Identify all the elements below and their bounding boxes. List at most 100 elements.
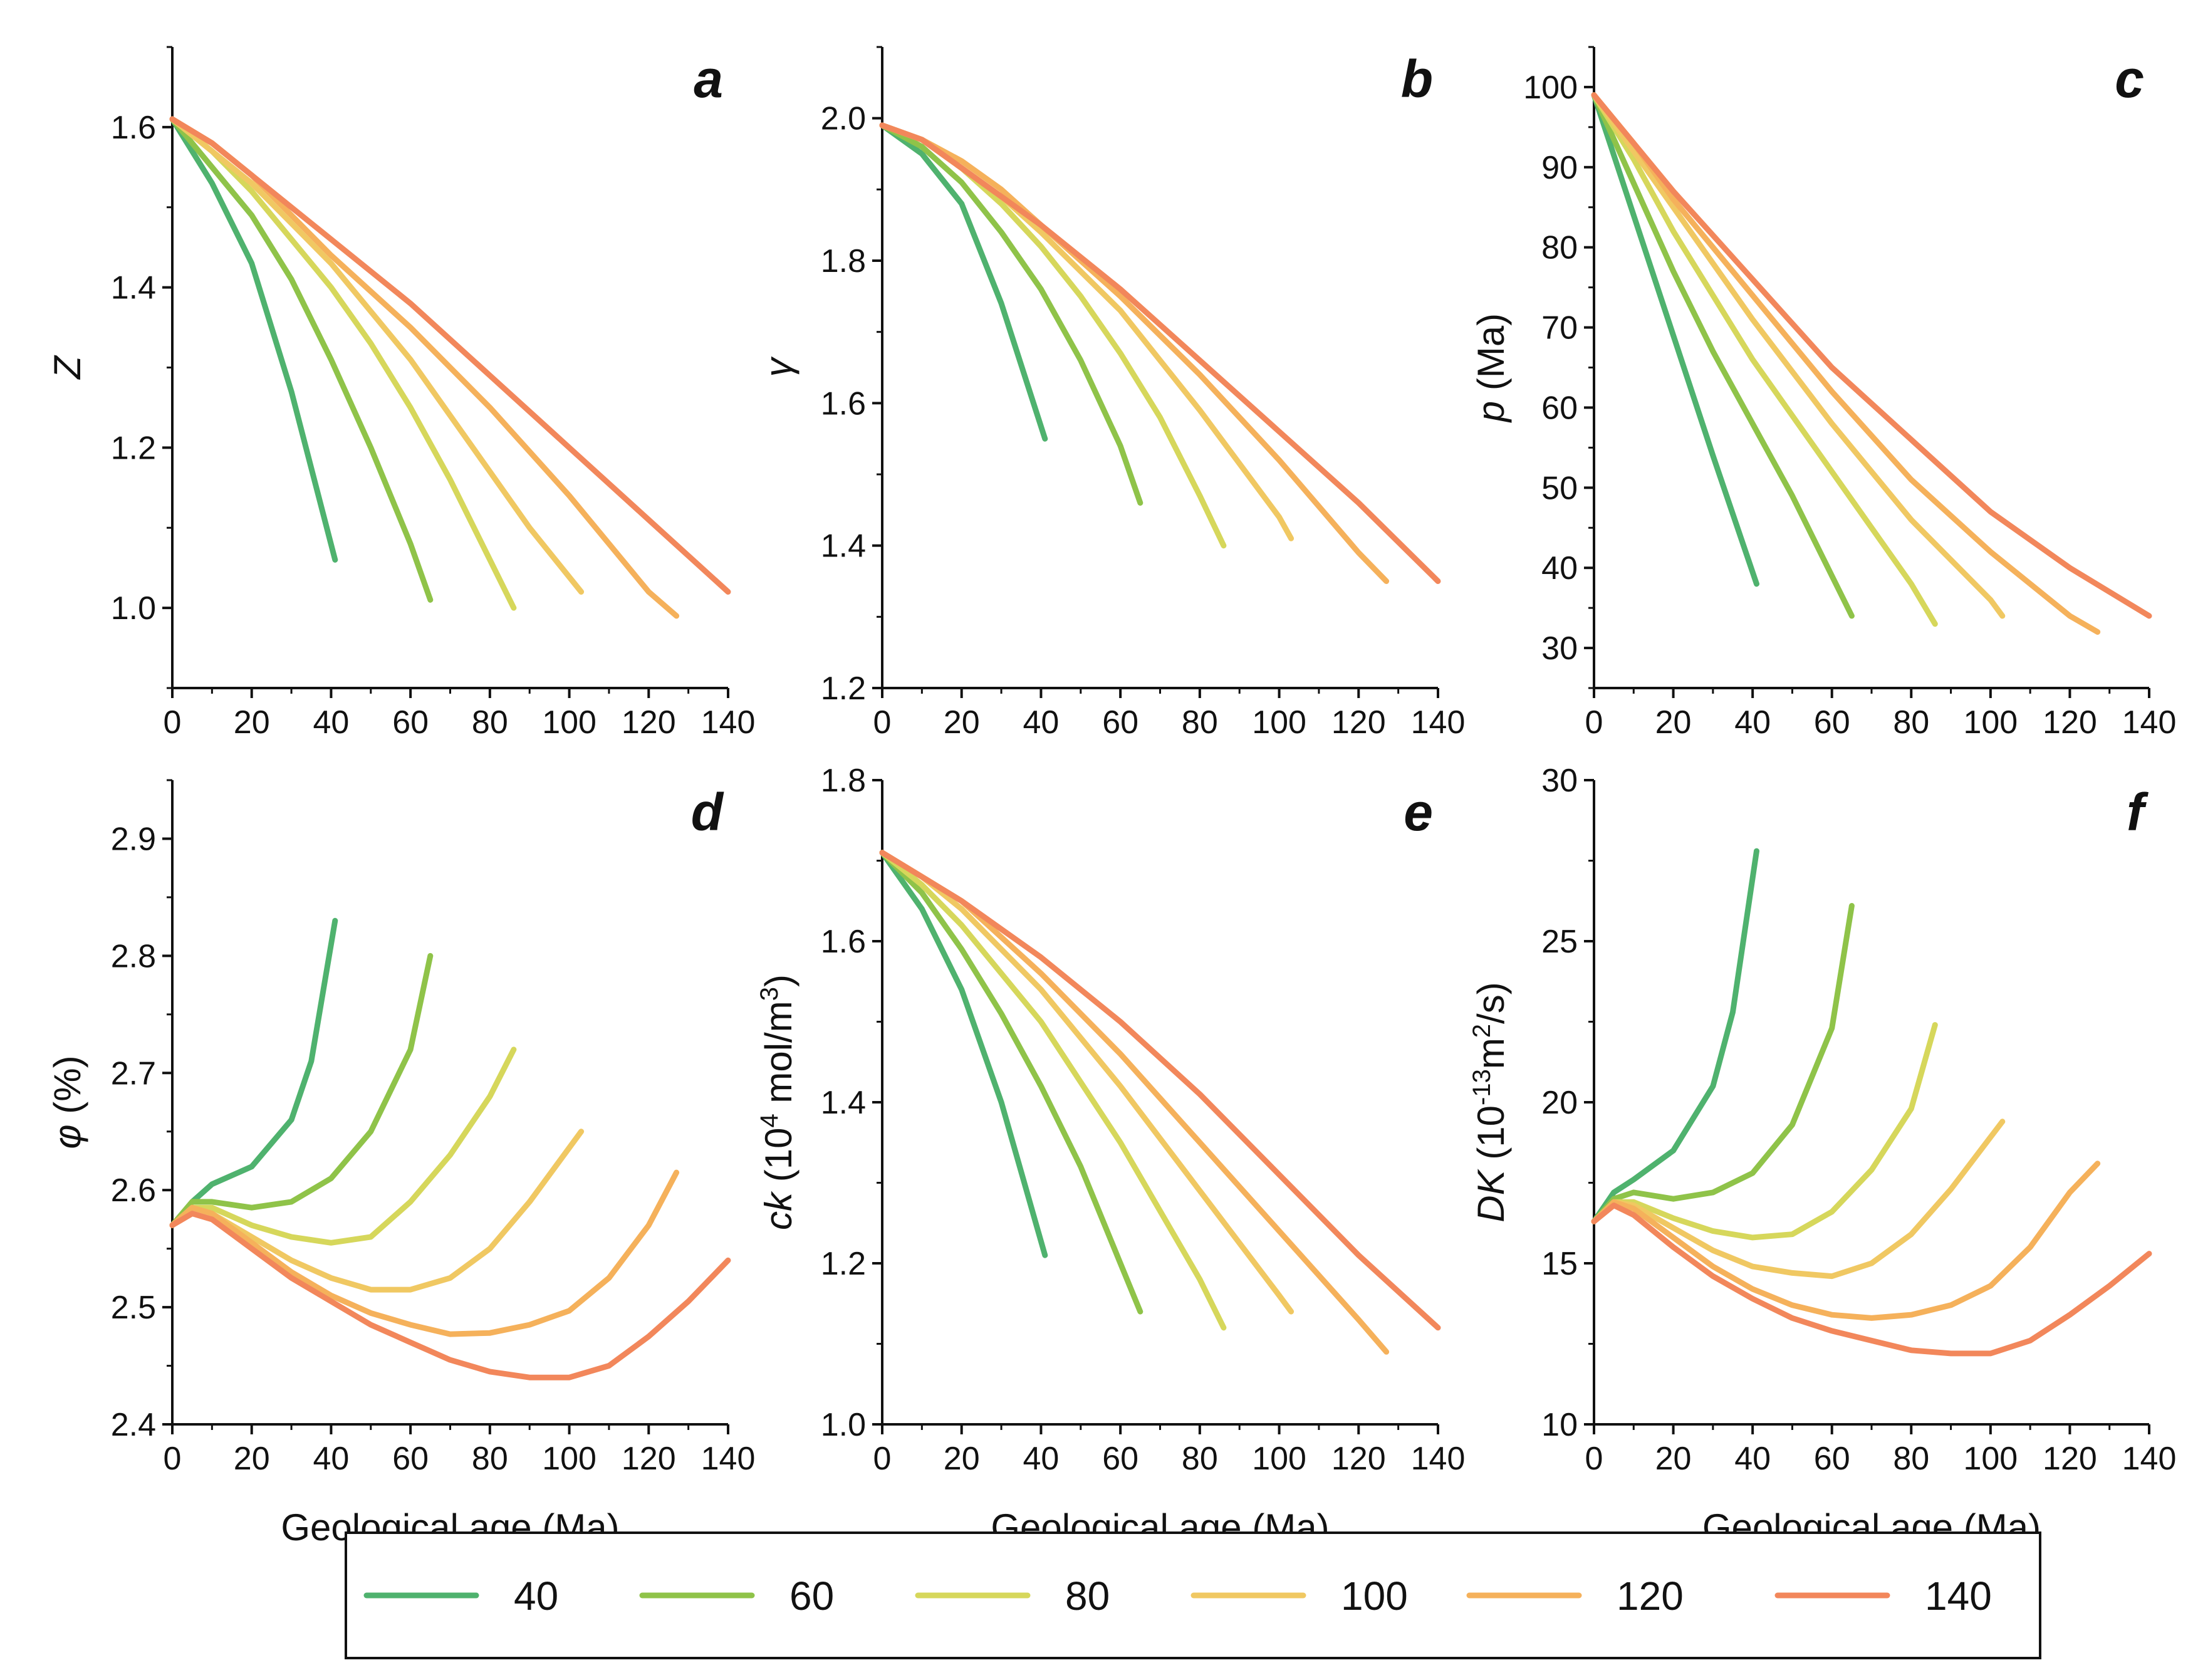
y-axis-title: p (Ma)	[1470, 313, 1512, 423]
panel-c: 0 20 40 60 80 100 120 140 30 40 50 60 70 80 90 100 c p (M…	[1470, 46, 2176, 741]
x-tick-label: 40	[1734, 1441, 1771, 1477]
panel-letter: e	[1404, 783, 1433, 842]
x-tick-label: 140	[2122, 1441, 2177, 1477]
legend-label: 60	[789, 1573, 834, 1619]
series-line-140	[169, 116, 731, 595]
y-axis-title: Z	[46, 355, 88, 380]
series-line-60	[169, 952, 434, 1228]
y-tick-label: 10	[1541, 1407, 1578, 1443]
x-tick-label: 100	[1252, 1441, 1306, 1477]
legend-item-120: 120	[1466, 1573, 1684, 1619]
y-axis-title: γ	[758, 357, 800, 377]
y-tick-label: 1.2	[821, 1246, 866, 1282]
y-tick-label: 60	[1541, 390, 1578, 426]
panel-letter: c	[2115, 50, 2144, 108]
series-line-40	[879, 850, 1048, 1258]
series-line-40	[1591, 848, 1759, 1224]
y-tick-label: 50	[1541, 470, 1578, 506]
y-axis-title: DK (10-13m2/s)	[1468, 982, 1512, 1222]
legend-label: 40	[514, 1573, 558, 1619]
series-line-100	[879, 122, 1294, 541]
y-tick-label: 2.9	[111, 821, 156, 857]
series-line-100	[1591, 1119, 2006, 1280]
panel-d: 0 20 40 60 80 100 120 140 2.4 2.5 2.6 2.7 2.8 2.9 d φ (…	[46, 779, 755, 1548]
series-line-80	[169, 1046, 517, 1246]
x-tick-label: 40	[313, 1441, 350, 1477]
x-tick-label: 60	[1814, 1441, 1850, 1477]
x-tick-label: 140	[1411, 704, 1466, 741]
x-tick-label: 60	[1102, 1441, 1138, 1477]
series-line-40	[169, 116, 338, 563]
panel-a: 0 20 40 60 80 100 120 140 1.0 1.2 1.4 1.6 a Z	[46, 46, 755, 741]
series-line-100	[169, 1129, 585, 1293]
panel-letter: d	[691, 783, 724, 842]
series-line-80	[879, 850, 1227, 1331]
legend: 40 60 80 100 120 140	[345, 1531, 2041, 1659]
x-tick-label: 20	[234, 704, 270, 741]
series-line-40	[169, 917, 338, 1228]
y-tick-label: 30	[1541, 630, 1578, 667]
y-tick-label: 90	[1541, 150, 1578, 186]
panel-letter: a	[694, 50, 723, 108]
series-line-140	[1591, 92, 2152, 619]
series-line-60	[879, 850, 1143, 1315]
x-tick-label: 20	[944, 1441, 980, 1477]
series-line-80	[1591, 92, 1938, 627]
y-tick-label: 1.2	[821, 670, 866, 707]
x-tick-label: 0	[1585, 704, 1603, 741]
series-line-140	[879, 850, 1441, 1331]
y-tick-label: 20	[1541, 1085, 1578, 1121]
x-tick-label: 40	[313, 704, 350, 741]
y-tick-label: 2.7	[111, 1055, 156, 1092]
series-line-120	[1591, 92, 2101, 635]
legend-label: 140	[1925, 1573, 1992, 1619]
x-tick-label: 120	[2043, 1441, 2097, 1477]
legend-label: 100	[1341, 1573, 1408, 1619]
x-tick-label: 80	[1182, 704, 1218, 741]
x-tick-label: 120	[622, 1441, 676, 1477]
x-tick-label: 80	[1893, 704, 1929, 741]
legend-label: 80	[1065, 1573, 1110, 1619]
y-tick-label: 1.8	[821, 243, 866, 279]
y-tick-label: 1.6	[821, 924, 866, 960]
y-tick-label: 100	[1523, 70, 1578, 106]
y-tick-label: 2.8	[111, 938, 156, 974]
x-tick-label: 80	[472, 1441, 508, 1477]
series-line-120	[879, 122, 1390, 584]
y-tick-label: 2.5	[111, 1290, 156, 1326]
y-tick-label: 1.6	[821, 385, 866, 422]
series-line-120	[169, 1169, 680, 1337]
series-line-60	[1591, 903, 1855, 1224]
x-tick-label: 120	[2043, 704, 2097, 741]
x-tick-label: 20	[234, 1441, 270, 1477]
y-tick-label: 15	[1541, 1246, 1578, 1282]
axes	[1593, 47, 2149, 689]
series-line-80	[169, 116, 517, 611]
series-line-120	[1591, 1161, 2101, 1321]
y-tick-label: 1.0	[111, 590, 156, 627]
y-axis-title: φ (%)	[46, 1055, 88, 1149]
x-tick-label: 100	[1963, 1441, 2018, 1477]
panel-e: 0 20 40 60 80 100 120 140 1.0 1.2 1.4 1.6 1.8 e ck (10…	[756, 763, 1465, 1548]
series-line-80	[1591, 1022, 1938, 1241]
y-tick-label: 80	[1541, 230, 1578, 266]
y-tick-label: 70	[1541, 310, 1578, 347]
y-axis-title: ck (104 mol/m3)	[756, 974, 800, 1230]
legend-item-140: 140	[1774, 1573, 1992, 1619]
x-tick-label: 20	[944, 704, 980, 741]
x-tick-label: 60	[392, 1441, 429, 1477]
x-tick-label: 0	[164, 1441, 182, 1477]
y-tick-label: 40	[1541, 550, 1578, 587]
x-tick-label: 120	[1331, 1441, 1386, 1477]
x-tick-label: 60	[392, 704, 429, 741]
series-line-60	[1591, 92, 1855, 619]
y-tick-label: 2.6	[111, 1172, 156, 1209]
series-line-40	[879, 122, 1048, 442]
panel-f: 0 20 40 60 80 100 120 140 10 15 20 25 30 f DK (10-13m2…	[1468, 763, 2176, 1548]
x-tick-label: 0	[873, 704, 892, 741]
panel-letter: b	[1401, 50, 1433, 108]
y-tick-label: 2.0	[821, 101, 866, 137]
x-tick-label: 80	[472, 704, 508, 741]
